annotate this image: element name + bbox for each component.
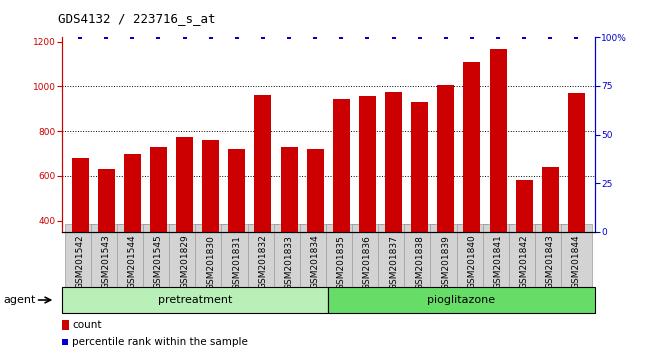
Point — [571, 34, 582, 40]
Bar — [437, 85, 454, 310]
Text: agent: agent — [3, 295, 36, 305]
Text: pretreatment: pretreatment — [158, 295, 232, 305]
Bar — [176, 137, 193, 310]
Bar — [150, 147, 167, 310]
Bar — [62, 320, 69, 330]
Point — [519, 34, 529, 40]
Point — [545, 34, 556, 40]
Point — [258, 34, 268, 40]
Bar — [333, 99, 350, 310]
Bar — [98, 169, 114, 310]
Point — [336, 34, 346, 40]
Bar — [385, 92, 402, 310]
Text: percentile rank within the sample: percentile rank within the sample — [72, 337, 248, 347]
Point — [441, 34, 451, 40]
Point — [467, 34, 477, 40]
Text: GDS4132 / 223716_s_at: GDS4132 / 223716_s_at — [58, 12, 216, 25]
Point — [101, 34, 111, 40]
Bar — [62, 287, 328, 313]
Bar — [463, 62, 480, 310]
Text: count: count — [72, 320, 102, 330]
Point — [310, 34, 320, 40]
Bar — [359, 97, 376, 310]
Point — [127, 34, 138, 40]
Bar — [489, 50, 506, 310]
Point — [284, 34, 294, 40]
Bar — [328, 287, 595, 313]
Bar — [307, 149, 324, 310]
Bar — [411, 102, 428, 310]
Text: pioglitazone: pioglitazone — [428, 295, 495, 305]
Point — [362, 34, 372, 40]
Bar — [202, 140, 219, 310]
Bar — [228, 149, 245, 310]
Point — [179, 34, 190, 40]
Point — [231, 34, 242, 40]
Bar — [72, 158, 88, 310]
Point — [493, 34, 503, 40]
Point — [357, 241, 367, 247]
Bar — [254, 95, 272, 310]
Bar — [124, 154, 141, 310]
Point — [415, 34, 425, 40]
Point — [153, 34, 164, 40]
Point — [205, 34, 216, 40]
Point — [75, 34, 85, 40]
Bar — [515, 181, 533, 310]
Bar — [568, 93, 585, 310]
Point — [388, 34, 398, 40]
Bar — [281, 147, 298, 310]
Bar — [542, 167, 559, 310]
